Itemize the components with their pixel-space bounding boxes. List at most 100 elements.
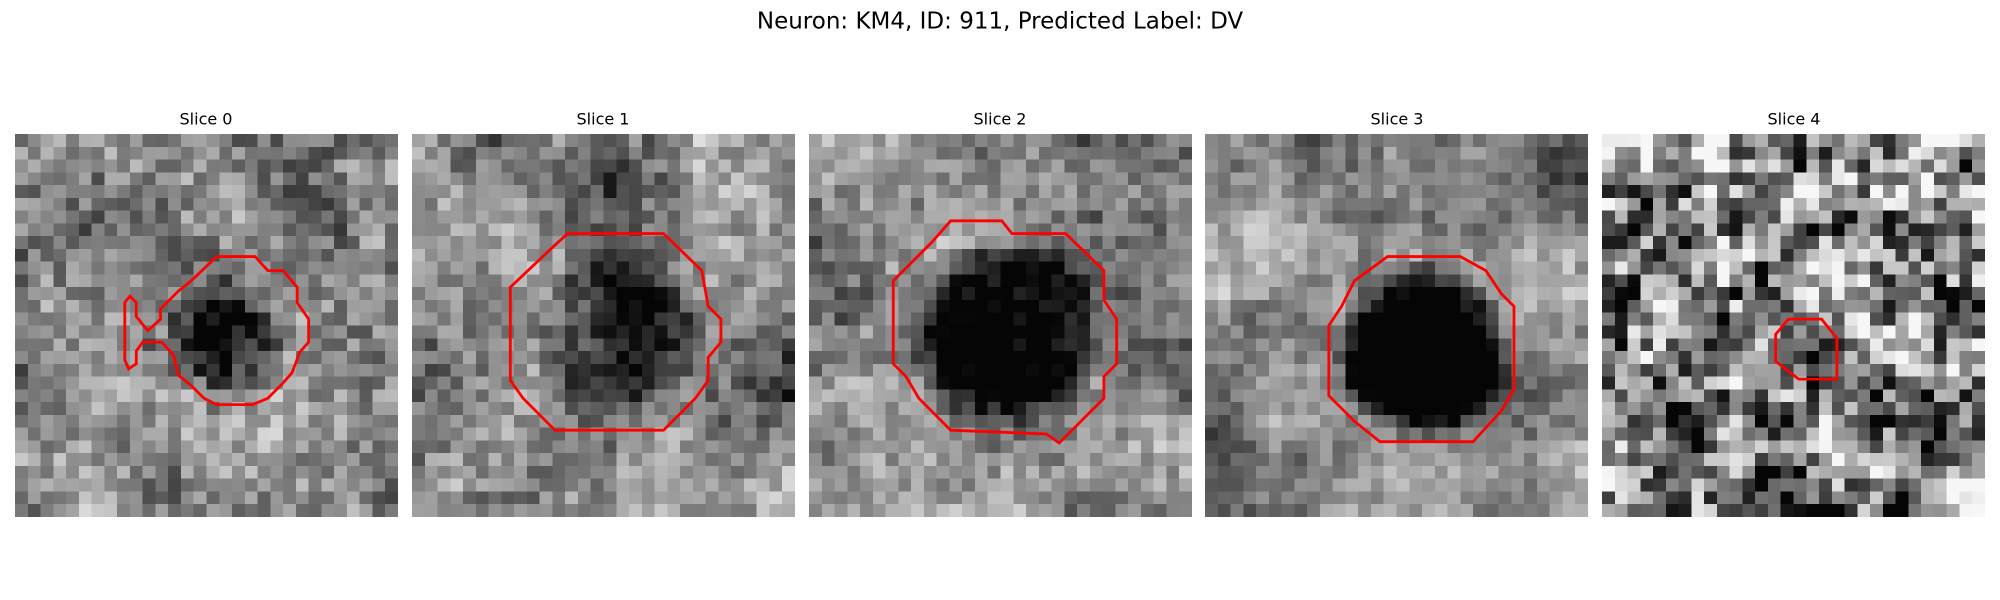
pixel <box>1678 453 1692 467</box>
pixel <box>321 299 335 313</box>
pixel <box>155 274 169 288</box>
pixel <box>1115 440 1129 454</box>
pixel <box>1562 478 1576 492</box>
pixel <box>809 299 823 313</box>
pixel <box>1819 159 1833 173</box>
pixel <box>1933 312 1947 326</box>
pixel <box>705 261 719 275</box>
pixel <box>641 236 655 250</box>
pixel <box>1921 134 1935 148</box>
pixel <box>1473 236 1487 250</box>
pixel <box>321 185 335 199</box>
pixel <box>1358 491 1372 505</box>
pixel <box>1230 504 1244 517</box>
pixel <box>1077 402 1091 416</box>
pixel <box>91 389 105 403</box>
pixel <box>1742 478 1756 492</box>
pixel <box>590 465 604 479</box>
pixel <box>821 389 835 403</box>
pixel <box>1409 465 1423 479</box>
pixel <box>1575 299 1588 313</box>
pixel <box>1026 248 1040 262</box>
pixel <box>1473 389 1487 403</box>
pixel <box>346 389 360 403</box>
pixel <box>1345 351 1359 365</box>
pixel <box>463 172 477 186</box>
pixel <box>129 427 143 441</box>
pixel <box>1602 402 1616 416</box>
pixel <box>232 261 246 275</box>
pixel <box>1319 338 1333 352</box>
pixel <box>1729 325 1743 339</box>
pixel <box>1511 274 1525 288</box>
pixel <box>1294 261 1308 275</box>
pixel <box>1793 389 1807 403</box>
pixel <box>283 427 297 441</box>
pixel <box>1307 376 1321 390</box>
pixel <box>1755 376 1769 390</box>
pixel <box>1485 159 1499 173</box>
pixel <box>1793 351 1807 365</box>
pixel <box>15 312 29 326</box>
pixel <box>654 351 668 365</box>
pixel <box>641 402 655 416</box>
pixel <box>1038 159 1052 173</box>
pixel <box>782 414 795 428</box>
pixel <box>1895 440 1909 454</box>
pixel <box>1511 210 1525 224</box>
pixel <box>936 248 950 262</box>
pixel <box>1000 414 1014 428</box>
pixel <box>232 134 246 148</box>
pixel <box>308 351 322 365</box>
pixel <box>872 197 886 211</box>
pixel <box>577 491 591 505</box>
pixel <box>705 172 719 186</box>
pixel <box>1742 453 1756 467</box>
pixel <box>475 351 489 365</box>
pixel <box>629 236 643 250</box>
pixel <box>1294 299 1308 313</box>
pixel <box>911 402 925 416</box>
pixel <box>1013 261 1027 275</box>
pixel <box>372 325 386 339</box>
pixel <box>1716 223 1730 237</box>
pixel <box>142 134 156 148</box>
pixel <box>1230 146 1244 160</box>
pixel <box>1409 402 1423 416</box>
pixel <box>1933 363 1947 377</box>
pixel <box>1640 427 1654 441</box>
pixel <box>1921 223 1935 237</box>
pixel <box>552 261 566 275</box>
pixel <box>117 236 131 250</box>
pixel <box>1077 210 1091 224</box>
pixel <box>1921 491 1935 505</box>
pixel <box>1742 236 1756 250</box>
pixel <box>1921 185 1935 199</box>
pixel <box>1575 351 1588 365</box>
pixel <box>117 414 131 428</box>
pixel <box>219 351 233 365</box>
pixel <box>27 427 41 441</box>
pixel <box>1640 287 1654 301</box>
pixel <box>1870 440 1884 454</box>
pixel <box>1179 453 1192 467</box>
pixel <box>834 402 848 416</box>
pixel <box>1946 299 1960 313</box>
pixel <box>1665 338 1679 352</box>
pixel <box>283 159 297 173</box>
pixel <box>847 427 861 441</box>
pixel <box>385 389 398 403</box>
pixel <box>1562 504 1576 517</box>
pixel <box>321 274 335 288</box>
pixel <box>66 325 80 339</box>
pixel <box>385 236 398 250</box>
pixel <box>885 389 899 403</box>
pixel <box>603 261 617 275</box>
pixel <box>91 440 105 454</box>
pixel <box>66 248 80 262</box>
pixel <box>1294 440 1308 454</box>
pixel <box>1153 236 1167 250</box>
pixel <box>962 504 976 517</box>
pixel <box>1870 299 1884 313</box>
pixel <box>40 389 54 403</box>
